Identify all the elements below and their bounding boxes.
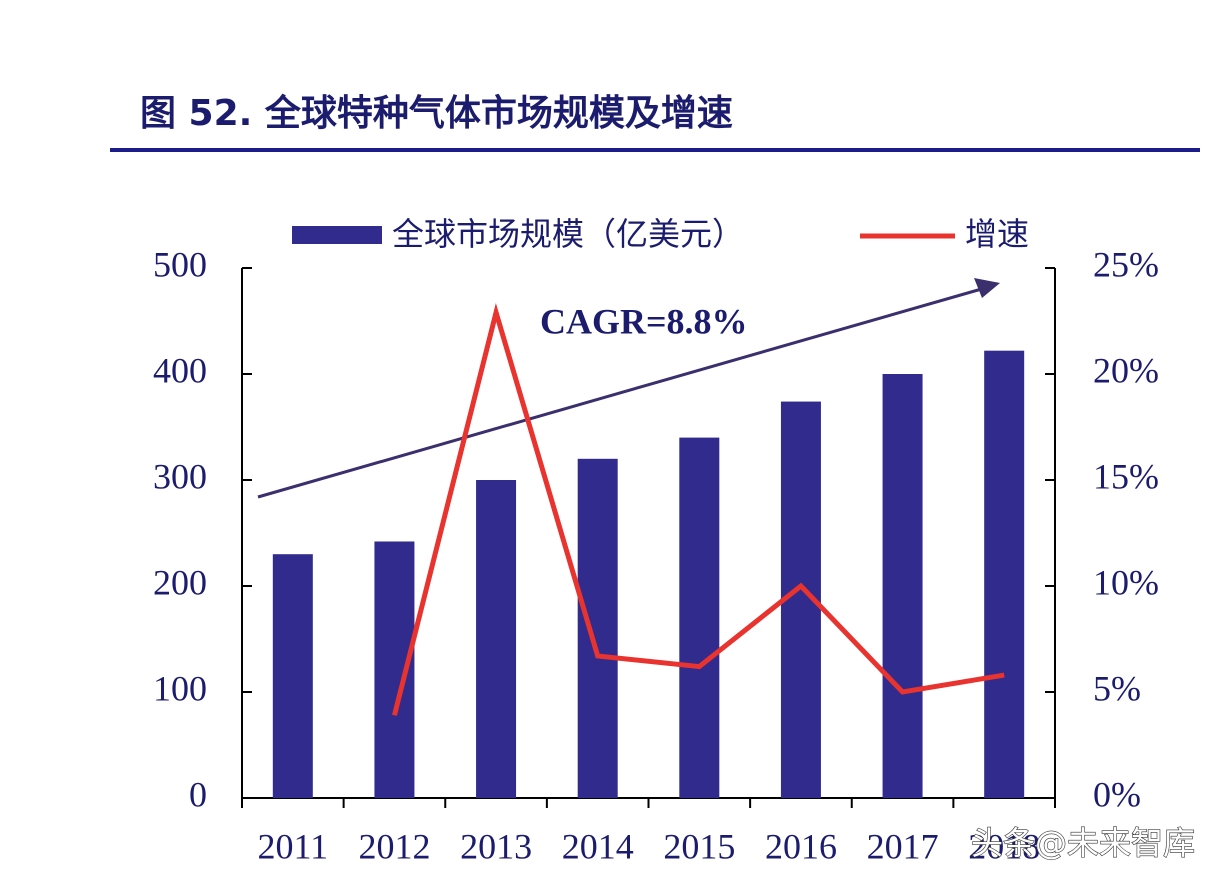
y2-tick-label: 5% [1093,668,1141,708]
x-tick-label: 2011 [257,826,328,866]
trend-arrow [257,286,986,499]
bar [272,554,313,798]
bar [984,350,1025,798]
title-rule [110,148,1200,152]
y2-tick-label: 15% [1093,456,1159,496]
x-tick-label: 2012 [358,826,430,866]
annotation: CAGR=8.8% [540,301,748,341]
y-tick-label: 0 [189,774,207,814]
bar [476,480,517,798]
legend-swatch [292,226,382,244]
y-tick-label: 200 [153,562,207,602]
y2-tick-label: 25% [1093,244,1159,284]
y2-tick-label: 20% [1093,350,1159,390]
x-tick-label: 2013 [460,826,532,866]
trend-arrowhead [974,278,1000,298]
x-tick-label: 2017 [867,826,939,866]
bar [882,374,923,798]
chart-title: 图 52. 全球特种气体市场规模及增速 [140,92,733,134]
x-tick-label: 2016 [765,826,837,866]
y2-tick-label: 10% [1093,562,1159,602]
x-tick-label: 2015 [663,826,735,866]
x-tick-label: 2018 [968,826,1040,866]
y-tick-label: 300 [153,456,207,496]
y-tick-label: 500 [153,244,207,284]
bar [577,458,618,798]
growth-line [392,303,1005,716]
y2-tick-label: 0% [1093,774,1141,814]
x-tick-label: 2014 [562,826,634,866]
watermark: 头条@未来智库 [971,824,1195,862]
bar [679,437,720,798]
y-tick-label: 400 [153,350,207,390]
legend-label: 全球市场规模（亿美元） [392,215,744,253]
legend-label: 增速 [965,215,1029,253]
y-tick-label: 100 [153,668,207,708]
